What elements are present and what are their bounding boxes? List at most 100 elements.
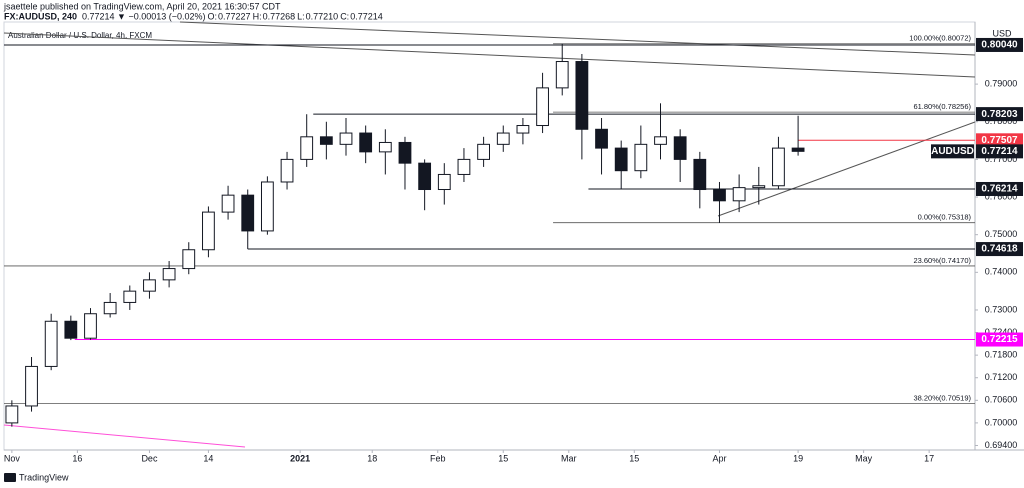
candle-body xyxy=(202,211,215,251)
header-value: L: xyxy=(297,11,305,21)
x-tick-label: Dec xyxy=(141,453,158,463)
header-value: 0.77210 xyxy=(306,11,339,21)
candle-body xyxy=(359,132,373,153)
y-tick-label: 0.78000 xyxy=(985,116,1018,126)
price-box-label: 0.76214 xyxy=(981,184,1018,195)
candle-body xyxy=(398,141,412,164)
y-tick-label: 0.79000 xyxy=(985,78,1018,88)
price-box xyxy=(976,37,1023,52)
candle-body xyxy=(575,61,589,130)
header-value: 0.77268 xyxy=(263,11,296,21)
symbol: FX:AUDUSD, 240 xyxy=(4,11,77,21)
price-box xyxy=(976,332,1023,347)
candle-body xyxy=(339,132,353,145)
candle-body xyxy=(378,141,392,153)
candle-body xyxy=(5,405,19,424)
candle-body xyxy=(44,320,58,367)
candle-body xyxy=(772,147,785,187)
candle-body xyxy=(477,143,491,160)
x-tick-label: 15 xyxy=(498,453,508,463)
y-tick-label: 0.71200 xyxy=(985,372,1018,382)
candle-body xyxy=(555,61,569,89)
fib-label: 0.00%(0.75318) xyxy=(918,213,972,222)
candle-body xyxy=(221,194,235,213)
fib-label: 100.00%(0.80072) xyxy=(909,34,971,43)
price-box-label: 0.72215 xyxy=(981,334,1018,345)
candle-body xyxy=(103,301,117,315)
candle-body xyxy=(713,189,726,202)
x-tick-label: 15 xyxy=(629,453,639,463)
x-tick-label: Mar xyxy=(561,453,577,463)
candle-body xyxy=(418,162,432,191)
symbol-tag-label: AUDUSD xyxy=(931,146,974,157)
candle-body xyxy=(673,136,687,160)
candle-body xyxy=(595,128,608,149)
x-tick-label: 18 xyxy=(367,453,377,463)
header-value: H: xyxy=(253,11,262,21)
price-box-label: 0.77507 xyxy=(981,135,1018,146)
x-tick-label: Apr xyxy=(712,453,726,463)
candle-body xyxy=(123,290,137,303)
y-tick-label: 0.72400 xyxy=(985,327,1018,337)
brand: TradingView xyxy=(19,472,69,482)
y-tick-label: 0.70000 xyxy=(985,417,1018,427)
trendline xyxy=(179,21,976,56)
candle-body xyxy=(260,181,274,232)
candle-body xyxy=(319,136,333,145)
candle-body xyxy=(634,143,648,172)
header-value: O: xyxy=(208,11,218,21)
x-tick-label: 14 xyxy=(203,453,213,463)
candle-body xyxy=(162,268,176,281)
candle-body xyxy=(614,147,628,172)
x-tick-label: May xyxy=(855,453,873,463)
currency: USD xyxy=(992,28,1012,38)
y-tick-label: 0.71800 xyxy=(985,350,1018,360)
candle-body xyxy=(300,136,314,160)
price-box-label: 0.78203 xyxy=(981,109,1018,120)
x-tick-label: 2021 xyxy=(290,453,310,463)
candle-body xyxy=(791,147,805,152)
candle-body xyxy=(64,320,78,339)
x-tick-label: 19 xyxy=(793,453,803,463)
candle-body xyxy=(752,185,766,189)
candle-body xyxy=(182,249,196,270)
candle-body xyxy=(457,158,471,175)
trendline xyxy=(3,32,976,78)
y-tick-label: 0.70600 xyxy=(985,395,1018,405)
x-tick-label: Nov xyxy=(4,453,21,463)
price-box xyxy=(976,181,1023,196)
symbol-tag xyxy=(931,144,974,159)
y-tick-label: 0.77000 xyxy=(985,154,1018,164)
price-box-label: 0.74618 xyxy=(981,244,1018,255)
header-value: 0.77214 xyxy=(350,11,383,21)
y-tick-label: 0.76000 xyxy=(985,191,1018,201)
brand-logo xyxy=(4,473,16,482)
price-box xyxy=(976,133,1023,148)
trendline xyxy=(717,121,976,217)
y-tick-label: 0.74000 xyxy=(985,267,1018,277)
candle-body xyxy=(654,136,667,145)
header-value: 0.77227 xyxy=(218,11,251,21)
y-tick-label: 0.73000 xyxy=(985,304,1018,314)
y-tick-label: 0.75000 xyxy=(985,229,1018,239)
chart-title: Australian Dollar / U.S. Dollar, 4h, FXC… xyxy=(8,31,152,40)
candle-body xyxy=(693,158,707,191)
price-box-label: 0.77214 xyxy=(981,146,1018,157)
candle-body xyxy=(25,365,38,407)
price-box xyxy=(976,242,1023,257)
price-box xyxy=(976,107,1023,122)
price-box xyxy=(976,144,1023,159)
candle-body xyxy=(280,158,294,183)
candle-body xyxy=(143,279,156,292)
y-tick-label: 0.69400 xyxy=(985,440,1018,450)
candle-body xyxy=(496,132,510,145)
x-tick-label: Feb xyxy=(430,453,446,463)
fib-label: 38.20%(0.70519) xyxy=(913,393,971,402)
header-value: 0.77214 ▼ −0.00013 (−0.02%) xyxy=(82,11,206,21)
candle-body xyxy=(516,125,530,134)
candle-body xyxy=(536,87,549,127)
candle-body xyxy=(732,187,746,202)
x-tick-label: 17 xyxy=(924,453,934,463)
